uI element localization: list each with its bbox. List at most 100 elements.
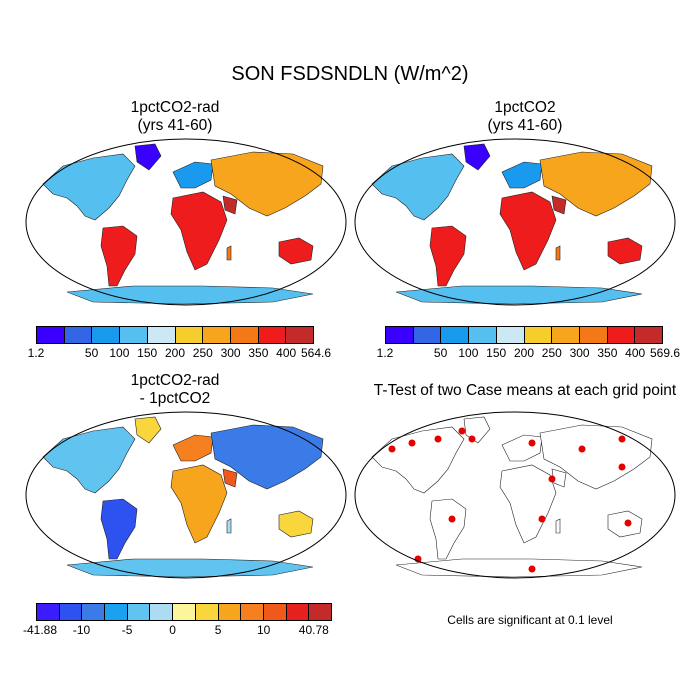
panel2-title-line2: (yrs 41-60) xyxy=(487,117,563,134)
landmass-southAmerica xyxy=(429,498,467,560)
panel3-title-line2: - 1pctCO2 xyxy=(139,390,211,407)
landmass-northAmerica xyxy=(371,153,465,221)
landmass-antarctica xyxy=(66,558,314,578)
colorbar-swatch xyxy=(120,327,148,343)
landmass-arabia xyxy=(222,468,238,488)
significant-cell xyxy=(388,445,396,453)
map-panel-1pctco2 xyxy=(354,138,676,306)
colorbar-tick-label: 250 xyxy=(541,346,562,360)
landmass-greenland xyxy=(134,416,162,444)
colorbar-swatch xyxy=(241,604,264,620)
panel2-title-line1: 1pctCO2 xyxy=(494,99,556,116)
colorbar-swatch xyxy=(59,604,83,620)
colorbar-tick-label: 350 xyxy=(597,346,618,360)
map-boundary xyxy=(25,411,347,579)
landmass-europe xyxy=(501,434,543,462)
colorbar-swatch xyxy=(441,327,470,343)
colorbar-tick-label: 150 xyxy=(137,346,158,360)
significant-cell xyxy=(408,439,416,447)
landmass-asia xyxy=(539,151,653,217)
significant-cell xyxy=(448,515,456,523)
landmass-europe xyxy=(172,161,214,189)
landmass-northAmerica xyxy=(42,426,136,494)
colorbar-tick-label: 250 xyxy=(192,346,213,360)
map-panel-difference xyxy=(25,411,347,579)
colorbar-swatch xyxy=(524,327,553,343)
colorbar-swatch xyxy=(635,327,663,343)
map-boundary xyxy=(354,411,676,579)
panel1-title-line1: 1pctCO2-rad xyxy=(130,99,220,116)
significant-cell xyxy=(578,445,586,453)
colorbar-swatch xyxy=(263,604,287,620)
colorbar-swatch xyxy=(579,327,608,343)
landmass-africa xyxy=(170,191,228,271)
colorbar-tick-label: 400 xyxy=(276,346,297,360)
colorbar-swatch xyxy=(386,327,414,343)
colorbar-swatch xyxy=(230,327,259,343)
colorbar-panel3 xyxy=(36,603,332,621)
landmass-madagascar xyxy=(555,245,561,261)
colorbar-tick-label: 200 xyxy=(164,346,186,360)
colorbar-tick-label: 350 xyxy=(248,346,269,360)
landmass-europe xyxy=(172,434,214,462)
colorbar-swatch xyxy=(469,327,497,343)
landmass-greenland xyxy=(463,416,491,444)
colorbar-tick-label: 100 xyxy=(458,346,479,360)
colorbar-swatch xyxy=(37,327,65,343)
landmass-europe xyxy=(501,161,543,189)
landmass-australia xyxy=(278,510,314,538)
colorbar-tick-label: 300 xyxy=(569,346,590,360)
colorbar-tick-label: 300 xyxy=(220,346,241,360)
landmass-africa xyxy=(499,191,557,271)
colorbar-swatch xyxy=(195,604,219,620)
colorbar-swatch xyxy=(496,327,525,343)
colorbar-tick-label: 564.6 xyxy=(300,346,332,360)
colorbar-swatch xyxy=(150,604,174,620)
landmass-africa xyxy=(499,464,557,544)
colorbar-swatch xyxy=(175,327,204,343)
landmass-southAmerica xyxy=(100,225,138,287)
landmass-arabia xyxy=(222,195,238,215)
map-boundary xyxy=(25,138,347,306)
colorbar-swatch xyxy=(552,327,580,343)
colorbar-tick-label: 1.2 xyxy=(376,346,394,360)
significant-cell xyxy=(528,439,536,447)
colorbar-tick-label: 400 xyxy=(625,346,646,360)
colorbar-tick-label: 200 xyxy=(513,346,535,360)
landmass-asia xyxy=(210,151,324,217)
landmass-antarctica xyxy=(66,285,314,305)
colorbar-swatch xyxy=(127,604,151,620)
significant-cell xyxy=(538,515,546,523)
colorbar-swatch xyxy=(218,604,242,620)
colorbar-swatch xyxy=(607,327,636,343)
panel3-title: 1pctCO2-rad - 1pctCO2 xyxy=(25,372,325,408)
significant-cell xyxy=(468,435,476,443)
landmass-madagascar xyxy=(555,518,561,534)
significant-cell xyxy=(618,435,626,443)
landmass-arabia xyxy=(551,195,567,215)
significant-cell xyxy=(618,463,626,471)
colorbar-tick-label: 569.6 xyxy=(649,346,681,360)
panel1-title: 1pctCO2-rad (yrs 41-60) xyxy=(25,99,325,135)
landmass-greenland xyxy=(134,143,162,171)
colorbar-swatch xyxy=(258,327,287,343)
colorbar-swatch xyxy=(286,327,314,343)
colorbar-swatch xyxy=(413,327,442,343)
landmass-antarctica xyxy=(395,285,643,305)
landmass-antarctica xyxy=(395,558,643,578)
landmass-africa xyxy=(170,464,228,544)
colorbar-panel2 xyxy=(385,326,663,344)
significant-cell xyxy=(458,427,466,435)
significant-cell xyxy=(548,475,556,483)
landmass-madagascar xyxy=(226,518,232,534)
panel4-title: T-Test of two Case means at each grid po… xyxy=(355,382,695,400)
colorbar-tick-label: 0 xyxy=(169,623,176,637)
colorbar-swatch xyxy=(173,604,196,620)
colorbar-swatch xyxy=(105,604,128,620)
colorbar-swatch xyxy=(203,327,231,343)
landmass-australia xyxy=(607,237,643,265)
landmass-southAmerica xyxy=(429,225,467,287)
significant-cell xyxy=(624,519,632,527)
landmass-asia xyxy=(210,424,324,490)
landmass-australia xyxy=(278,237,314,265)
